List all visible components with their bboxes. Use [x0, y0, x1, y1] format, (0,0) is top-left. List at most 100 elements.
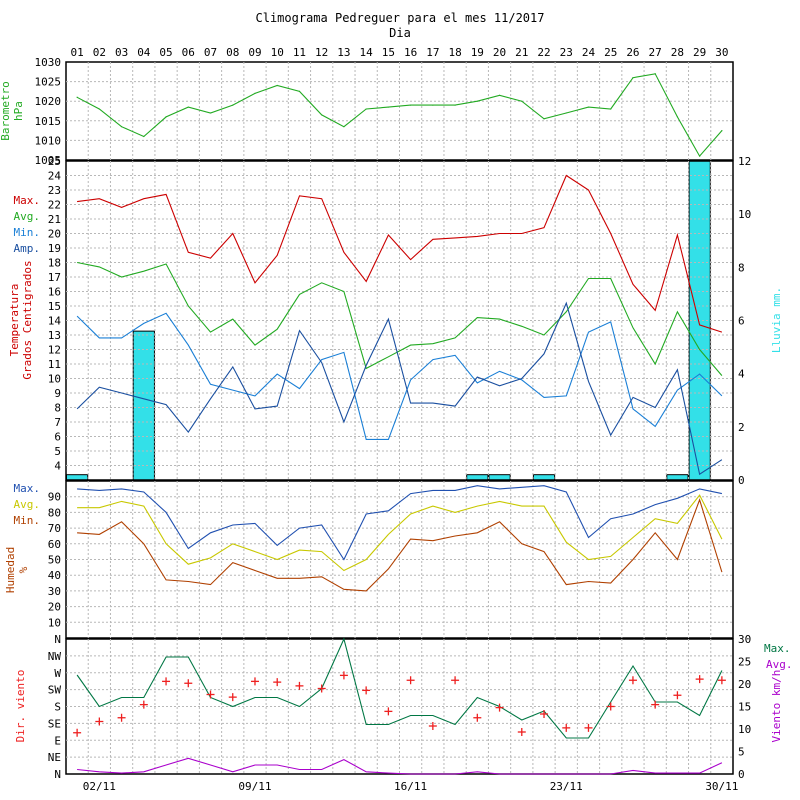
wind-dir-tick-label: E — [54, 734, 61, 747]
day-label: 24 — [582, 46, 596, 59]
wind-speed-tick-label: 30 — [738, 633, 751, 646]
pressure-tick-label: 1030 — [35, 56, 62, 69]
wind-panel: N NE E SE S SW W NW N 0 5 10 15 20 25 30 Max. Avg. Dir. vi… — [14, 633, 793, 781]
temp-tick-label: 25 — [48, 155, 61, 168]
day-label: 29 — [693, 46, 706, 59]
hum-tick-label: 20 — [48, 601, 61, 614]
pressure-panel: 1005 1010 1015 1020 1025 1030 BarometrohPa — [0, 56, 734, 167]
hum-max-line — [77, 485, 723, 561]
pressure-point — [676, 116, 679, 118]
wind-speed-tick-label: 15 — [738, 701, 751, 714]
chart-title: Climograma Pedreguer para el mes 11/2017 — [256, 11, 545, 25]
wind-speed-axis-label: Viento km/h — [770, 670, 783, 743]
day-label: 21 — [515, 46, 528, 59]
wind-speed-tick-label: 20 — [738, 678, 751, 691]
temp-tick-label: 14 — [48, 315, 62, 328]
day-label: 16 — [404, 46, 417, 59]
pressure-point — [543, 118, 545, 120]
day-label: 17 — [426, 46, 439, 59]
hum-tick-label: 80 — [48, 506, 61, 519]
pressure-point — [432, 104, 434, 106]
temp-legend-max: Max. — [14, 194, 41, 207]
pressure-point — [699, 155, 701, 157]
temp-legend-amp: Amp. — [14, 242, 41, 255]
temp-max-line — [77, 174, 723, 333]
wind-speed-tick-label: 5 — [738, 746, 745, 759]
temp-axis-label-line: Grados Centigrados — [21, 260, 34, 379]
temp-tick-label: 15 — [48, 300, 61, 313]
date-label: 09/11 — [238, 780, 271, 793]
pressure-point — [721, 130, 723, 132]
rain-bar — [466, 474, 489, 481]
x-axis-label: Dia — [389, 26, 411, 40]
rain-tick-label: 10 — [738, 208, 751, 221]
day-label: 11 — [293, 46, 306, 59]
hum-tick-label: 50 — [48, 554, 61, 567]
wind-speed-axis-label-line: Viento km/h — [770, 670, 783, 743]
pressure-point — [98, 108, 100, 110]
temp-tick-label: 16 — [48, 286, 61, 299]
date-label: 30/11 — [705, 780, 738, 793]
rain-axis-label-line: Lluvia mm. — [770, 287, 783, 353]
temp-tick-label: 13 — [48, 329, 61, 342]
day-label: 26 — [626, 46, 639, 59]
temp-tick-label: 24 — [48, 170, 62, 183]
pressure-point — [565, 112, 567, 114]
date-label: 16/11 — [394, 780, 427, 793]
hum-min-line — [77, 498, 723, 592]
wind-avg-line — [77, 757, 723, 775]
pressure-point — [498, 94, 501, 96]
day-label: 25 — [604, 46, 617, 59]
pressure-point — [476, 100, 478, 102]
temp-tick-label: 17 — [48, 271, 61, 284]
temp-amp-line — [76, 301, 723, 476]
temp-tick-label: 4 — [54, 460, 61, 473]
temp-avg-line — [76, 261, 723, 376]
temp-tick-label: 20 — [48, 228, 61, 241]
rain-bar — [488, 474, 511, 481]
day-label: 01 — [70, 46, 83, 59]
pressure-point — [387, 106, 389, 108]
temp-tick-label: 11 — [48, 358, 61, 371]
pressure-point — [232, 104, 234, 106]
wind-legend-avg: Avg. — [766, 658, 793, 671]
pressure-point — [587, 106, 590, 108]
rain-tick-label: 0 — [738, 474, 745, 487]
pressure-point — [321, 114, 323, 116]
pressure-axis-label-line: hPa — [12, 101, 25, 121]
wind-dir-tick-label: NW — [48, 650, 62, 663]
wind-legend-max: Max. — [764, 642, 791, 655]
day-label: 08 — [226, 46, 239, 59]
pressure-point — [187, 106, 189, 108]
rain-tick-label: 12 — [738, 155, 751, 168]
day-label: 13 — [337, 46, 350, 59]
day-label: 10 — [271, 46, 284, 59]
wind-dir-tick-label: N — [54, 633, 61, 646]
day-label: 30 — [715, 46, 728, 59]
wind-speed-tick-label: 25 — [738, 656, 751, 669]
pressure-point — [76, 96, 78, 98]
pressure-point — [209, 112, 212, 114]
hum-axis-label-line: % — [17, 566, 30, 573]
hum-axis-label: Humedad% — [4, 547, 30, 593]
day-label: 22 — [537, 46, 550, 59]
pressure-point — [365, 108, 367, 110]
pressure-point — [165, 116, 167, 118]
temp-tick-label: 12 — [48, 344, 61, 357]
rain-tick-label: 2 — [738, 421, 745, 434]
pressure-tick-label: 1025 — [35, 76, 62, 89]
hum-tick-label: 40 — [48, 569, 61, 582]
hum-legend-avg: Avg. — [14, 498, 41, 511]
temp-tick-label: 6 — [54, 431, 61, 444]
temp-axis-label: TemperaturaGrados Centigrados — [8, 260, 34, 379]
date-label: 02/11 — [83, 780, 116, 793]
temp-tick-label: 19 — [48, 242, 61, 255]
rain-bar — [532, 474, 556, 481]
pressure-point — [143, 135, 145, 138]
date-label: 23/11 — [550, 780, 583, 793]
pressure-point — [654, 73, 656, 75]
day-label: 28 — [671, 46, 684, 59]
rain-bar — [66, 474, 89, 481]
pressure-tick-label: 1015 — [35, 115, 62, 128]
